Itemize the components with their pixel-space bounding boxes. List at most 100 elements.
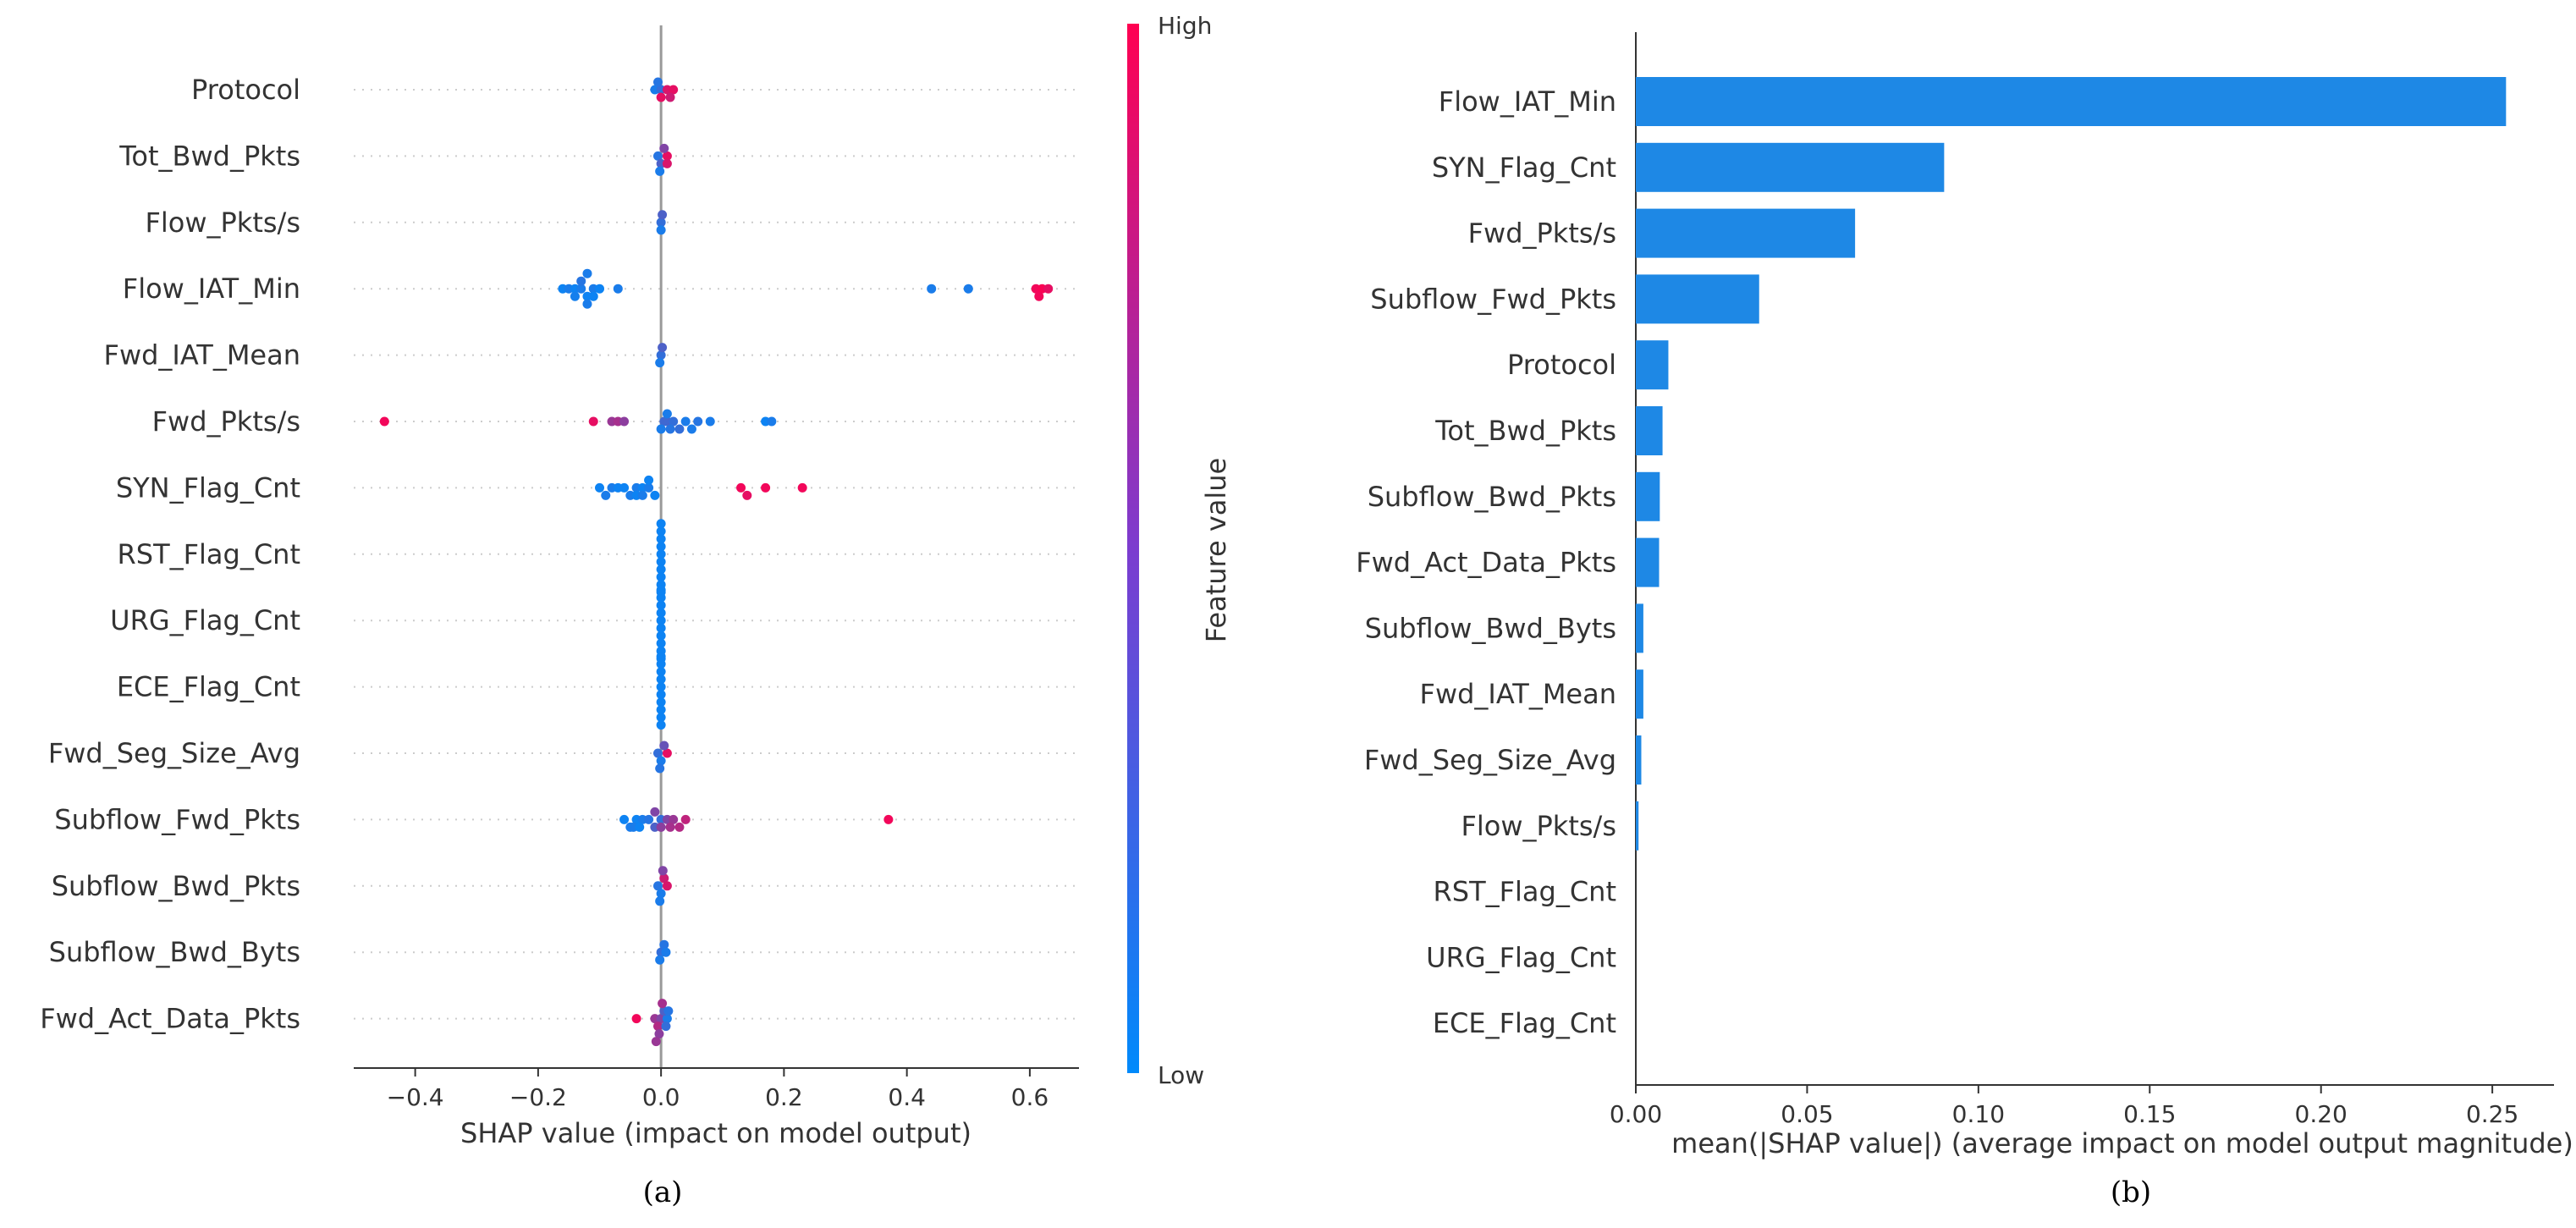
shap-point	[654, 1029, 664, 1039]
shap-point	[656, 608, 666, 618]
shap-point	[656, 889, 666, 899]
shap-point	[669, 85, 679, 95]
bar	[1636, 603, 1643, 653]
shap-point	[659, 873, 669, 884]
shap-point	[653, 151, 663, 161]
shap-point	[619, 814, 630, 824]
shap-point	[742, 490, 752, 500]
shap-point	[656, 549, 666, 559]
shap-point	[653, 1021, 663, 1032]
shap-point	[662, 748, 672, 758]
bar-x-tick-label: 0.15	[2123, 1100, 2176, 1128]
shap-point	[588, 416, 598, 427]
shap-point	[927, 284, 937, 294]
shap-point	[644, 475, 654, 485]
shap-point	[601, 490, 611, 500]
shap-point	[658, 866, 668, 876]
bar	[1636, 735, 1642, 785]
shap-point	[656, 667, 666, 677]
shap-point	[1043, 284, 1054, 294]
bar-category-label: Subflow_Bwd_Pkts	[1368, 481, 1616, 513]
shap-beeswarm-panel: Protocol Tot_Bwd_Pkts Flow_Pkts/s Flow_IAT_…	[40, 12, 1232, 1209]
shap-point	[659, 939, 669, 950]
shap-point	[663, 1006, 674, 1016]
shap-point	[644, 814, 654, 824]
shap-point	[653, 881, 663, 891]
x-tick-label: 0.6	[1011, 1083, 1049, 1111]
bar-marks	[1636, 77, 2507, 851]
bar-category-label: Protocol	[1507, 349, 1616, 381]
shap-point	[655, 763, 665, 774]
bar	[1636, 208, 1856, 258]
bar	[1636, 340, 1669, 390]
shap-point	[656, 564, 666, 575]
shap-point	[656, 697, 666, 708]
colorbar-low-label: Low	[1158, 1061, 1204, 1089]
feature-label: Fwd_Act_Data_Pkts	[40, 1003, 300, 1035]
shap-point	[656, 572, 666, 582]
feature-label: SYN_Flag_Cnt	[116, 471, 300, 504]
shap-point	[662, 151, 672, 161]
shap-point	[658, 999, 668, 1009]
bar-category-label: ECE_Flag_Cnt	[1433, 1007, 1616, 1039]
bar-category-label: Fwd_Pkts/s	[1468, 218, 1616, 250]
bar-x-tick-label: 0.25	[2466, 1100, 2518, 1128]
bar	[1636, 142, 1945, 192]
shap-point	[797, 482, 807, 493]
x-axis-ticks: −0.4 −0.2 0.0 0.2 0.4 0.6	[387, 1068, 1049, 1111]
bar-category-label: Tot_Bwd_Pkts	[1434, 415, 1616, 447]
shap-point	[656, 526, 666, 537]
x-tick-label: 0.0	[642, 1083, 680, 1111]
shap-point	[656, 592, 666, 603]
shap-point	[655, 896, 665, 906]
feature-label: Fwd_IAT_Mean	[104, 339, 300, 372]
shap-point	[582, 268, 592, 278]
bar-category-label: Flow_IAT_Min	[1439, 85, 1616, 118]
shap-point	[656, 822, 666, 832]
bar-x-tick-label: 0.10	[1952, 1100, 2005, 1128]
shap-point	[651, 1037, 661, 1047]
shap-point	[656, 519, 666, 529]
shap-point	[662, 1014, 672, 1024]
shap-point	[656, 424, 666, 434]
bar-category-label: SYN_Flag_Cnt	[1432, 151, 1616, 184]
shap-point	[656, 690, 666, 700]
shap-point	[635, 822, 645, 832]
shap-point	[761, 482, 771, 493]
feature-label: Flow_Pkts/s	[145, 207, 300, 239]
feature-label: Fwd_Pkts/s	[152, 405, 300, 438]
shap-point	[736, 482, 746, 493]
shap-point	[656, 557, 666, 567]
shap-point	[656, 682, 666, 692]
shap-point	[669, 814, 679, 824]
feature-label: Protocol	[191, 74, 300, 106]
feature-label: RST_Flag_Cnt	[118, 538, 300, 570]
bar	[1636, 669, 1643, 719]
shap-point	[656, 615, 666, 625]
shap-point	[595, 482, 605, 493]
bar	[1636, 406, 1663, 455]
shap-point	[686, 424, 696, 434]
shap-point	[767, 416, 777, 427]
bar-x-axis-ticks: 0.00 0.05 0.10 0.15 0.20 0.25	[1610, 1085, 2518, 1128]
feature-label: Subflow_Bwd_Byts	[49, 936, 300, 968]
feature-label: Tot_Bwd_Pkts	[118, 140, 300, 172]
shap-point	[656, 713, 666, 723]
shap-point	[659, 741, 669, 751]
shap-point	[595, 284, 605, 294]
shap-point	[637, 490, 647, 500]
shap-point	[1034, 291, 1044, 301]
shap-point	[582, 299, 592, 309]
shap-point	[644, 482, 654, 493]
shap-point	[656, 225, 666, 235]
panel-b-caption: (b)	[2111, 1176, 2151, 1209]
shap-point	[662, 881, 672, 891]
bar-x-axis-title: mean(|SHAP value|) (average impact on mo…	[1671, 1127, 2573, 1159]
bar	[1636, 274, 1759, 324]
shap-point	[656, 705, 666, 715]
feature-label: ECE_Flag_Cnt	[117, 671, 300, 703]
shap-point	[662, 409, 672, 419]
feature-label: Subflow_Bwd_Pkts	[52, 870, 300, 902]
shap-point	[680, 814, 691, 824]
bar	[1636, 801, 1639, 851]
